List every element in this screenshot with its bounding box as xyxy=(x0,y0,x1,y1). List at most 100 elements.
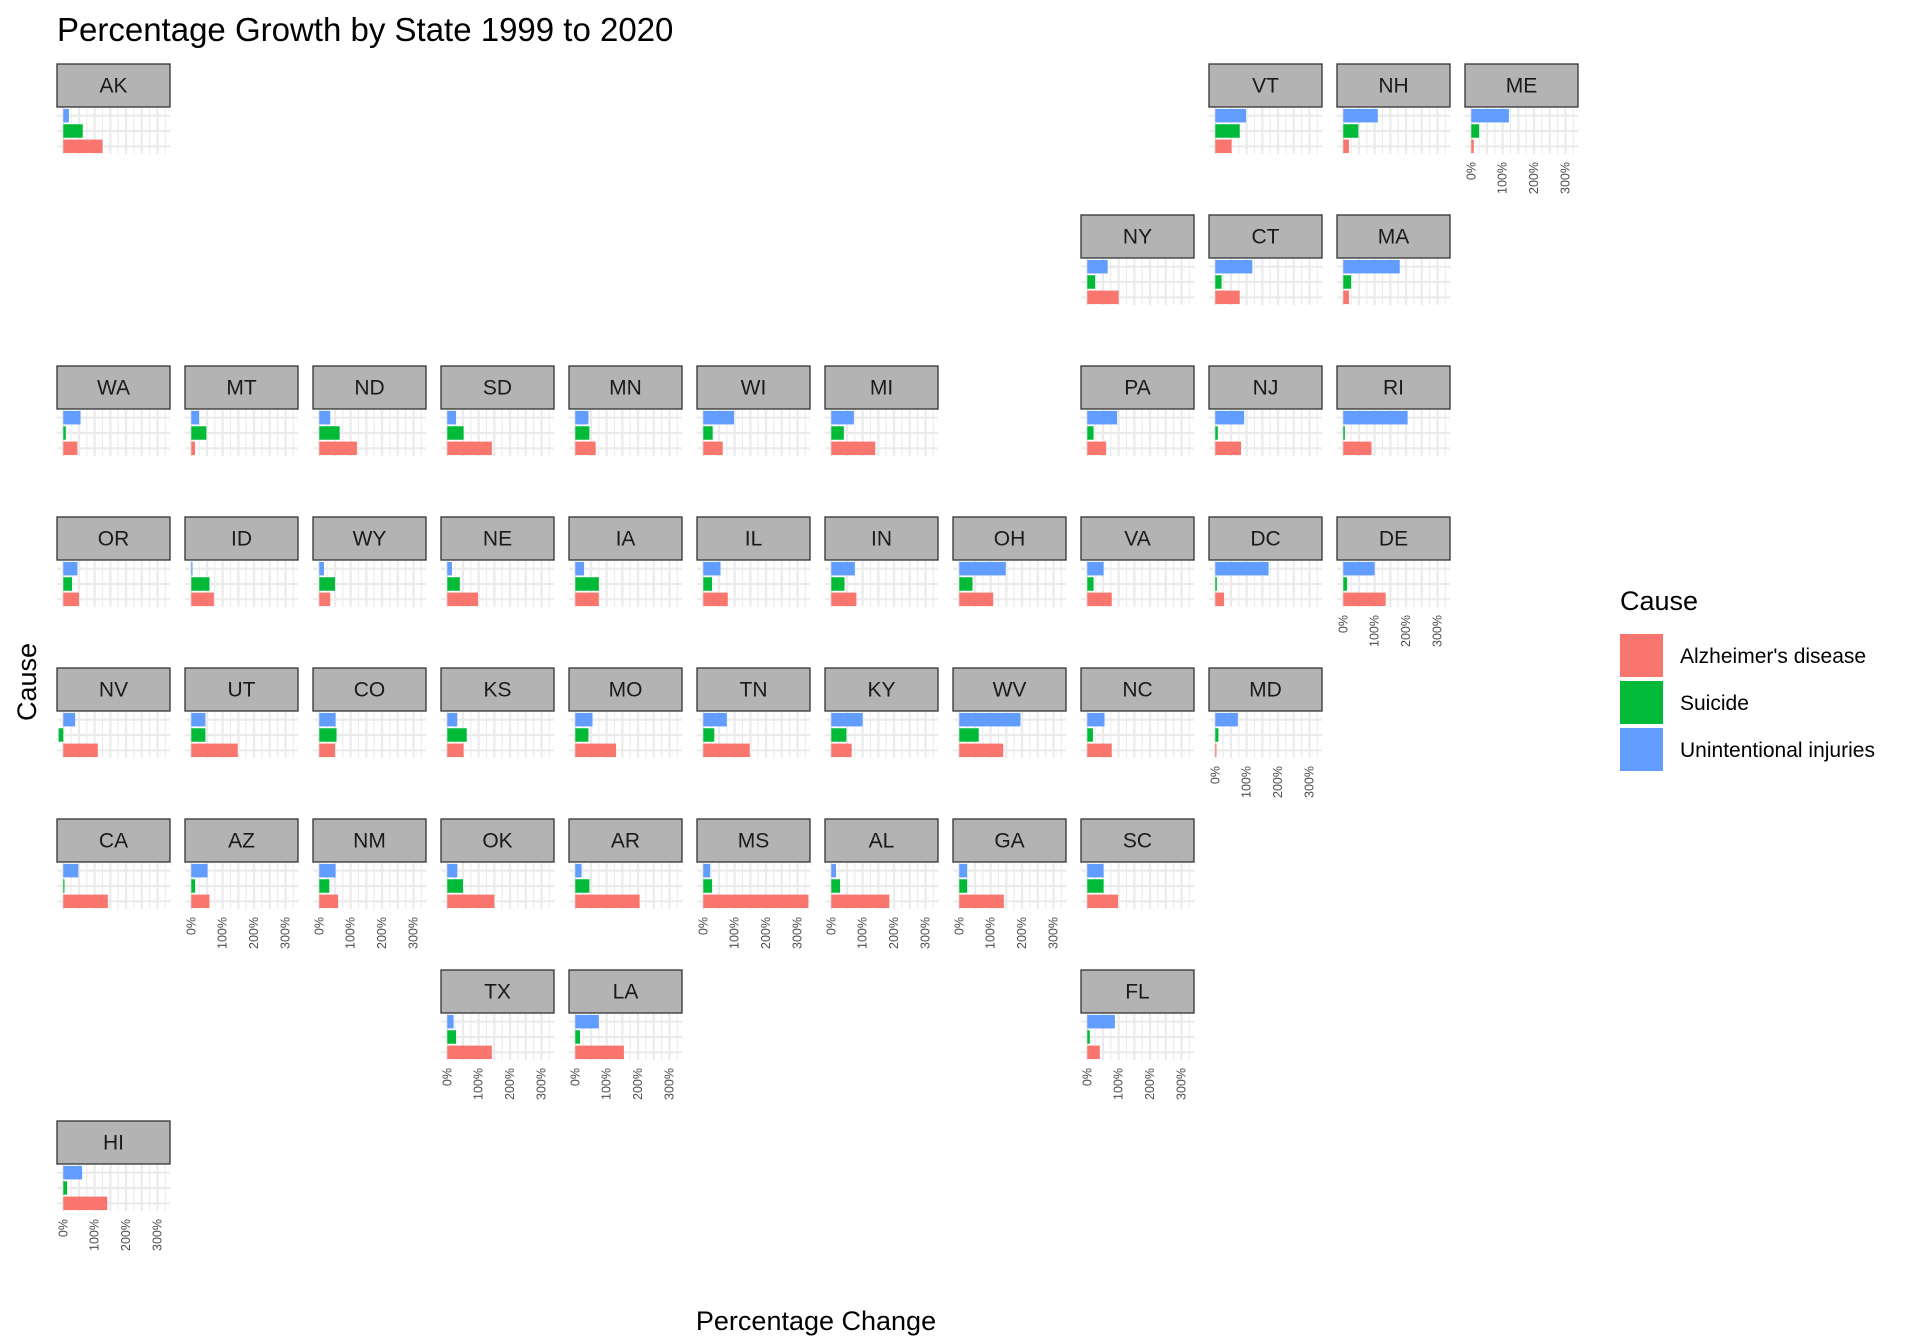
strip-fl xyxy=(1080,969,1195,1014)
bar-suicide xyxy=(1343,577,1348,591)
panel-ma: MA xyxy=(1336,214,1451,305)
bar-alzheimer-s-disease xyxy=(1087,441,1107,456)
panel-id: ID xyxy=(184,516,299,607)
legend: Cause Alzheimer's disease Suicide Unintent… xyxy=(1620,586,1875,771)
panel-wy: WY xyxy=(312,516,427,607)
bar-suicide xyxy=(1471,124,1480,138)
bar-alzheimer-s-disease xyxy=(1087,290,1119,305)
strip-ny xyxy=(1080,214,1195,259)
bar-alzheimer-s-disease xyxy=(319,894,339,909)
bar-unintentional-injuries xyxy=(1215,561,1269,576)
x-tick-label: 0% xyxy=(952,917,966,935)
panel-nj: NJ xyxy=(1208,365,1323,456)
bar-suicide xyxy=(63,426,66,440)
strip-label: MS xyxy=(738,830,770,853)
bar-unintentional-injuries xyxy=(1087,561,1104,576)
bar-suicide xyxy=(1087,879,1104,893)
strip-label: SD xyxy=(483,377,512,400)
bar-unintentional-injuries xyxy=(63,863,79,878)
strip-ne xyxy=(440,516,555,561)
strip-label: CT xyxy=(1252,226,1280,249)
bar-suicide xyxy=(191,577,210,591)
strip-md xyxy=(1208,667,1323,712)
strip-ga xyxy=(952,818,1067,863)
strip-ia xyxy=(568,516,683,561)
bar-suicide xyxy=(319,879,330,893)
x-tick-label: 300% xyxy=(150,1219,164,1251)
strip-vt xyxy=(1208,63,1323,108)
bar-alzheimer-s-disease xyxy=(191,743,238,758)
bar-unintentional-injuries xyxy=(959,561,1006,576)
bar-alzheimer-s-disease xyxy=(1087,1045,1100,1060)
bar-alzheimer-s-disease xyxy=(831,592,857,607)
bar-unintentional-injuries xyxy=(703,410,735,425)
x-tick-label: 200% xyxy=(247,917,261,949)
bar-suicide xyxy=(63,1181,68,1195)
panel-nd: ND xyxy=(312,365,427,456)
panel-oh: OH xyxy=(952,516,1067,607)
strip-oh xyxy=(952,516,1067,561)
strip-label: AK xyxy=(99,75,127,98)
bar-suicide xyxy=(1215,275,1222,289)
x-tick-label: 100% xyxy=(1368,615,1382,647)
strip-label: NY xyxy=(1123,226,1152,249)
bar-alzheimer-s-disease xyxy=(191,592,214,607)
strip-label: VT xyxy=(1252,75,1279,98)
bar-alzheimer-s-disease xyxy=(703,894,809,909)
strip-sd xyxy=(440,365,555,410)
x-tick-label: 200% xyxy=(887,917,901,949)
panel-co: CO xyxy=(312,667,427,758)
panel-tx: TX 0% 100% 200% 300% xyxy=(440,969,555,1100)
x-tick-label: 200% xyxy=(1015,917,1029,949)
bar-suicide xyxy=(1087,426,1094,440)
strip-id xyxy=(184,516,299,561)
panel-me: ME 0% 100% 200% 300% xyxy=(1464,63,1579,194)
panel-az: AZ 0% 100% 200% 300% xyxy=(184,818,299,949)
x-tick-label: 100% xyxy=(1496,162,1510,194)
strip-label: AZ xyxy=(228,830,255,853)
bar-alzheimer-s-disease xyxy=(63,139,103,154)
x-tick-label: 300% xyxy=(918,917,932,949)
strip-nv xyxy=(56,667,171,712)
bar-suicide xyxy=(1087,577,1094,591)
bar-suicide xyxy=(191,728,206,742)
strip-de xyxy=(1336,516,1451,561)
bar-suicide xyxy=(831,879,841,893)
bar-unintentional-injuries xyxy=(575,561,585,576)
panel-hi: HI 0% 100% 200% 300% xyxy=(56,1120,171,1251)
bar-unintentional-injuries xyxy=(191,863,208,878)
bar-suicide xyxy=(191,426,207,440)
bar-alzheimer-s-disease xyxy=(447,743,464,758)
strip-label: NC xyxy=(1122,679,1152,702)
strip-label: WV xyxy=(993,679,1027,702)
panel-vt: VT xyxy=(1208,63,1323,154)
x-tick-label: 100% xyxy=(472,1068,486,1100)
bar-unintentional-injuries xyxy=(1471,108,1509,123)
bar-suicide xyxy=(447,577,460,591)
x-tick-label: 200% xyxy=(1527,162,1541,194)
bar-alzheimer-s-disease xyxy=(1471,139,1474,154)
strip-label: CO xyxy=(354,679,386,702)
bar-suicide xyxy=(447,426,464,440)
bar-alzheimer-s-disease xyxy=(63,592,79,607)
bar-alzheimer-s-disease xyxy=(1087,743,1112,758)
bar-unintentional-injuries xyxy=(447,712,458,727)
strip-pa xyxy=(1080,365,1195,410)
bar-alzheimer-s-disease xyxy=(959,592,994,607)
bar-suicide xyxy=(319,577,335,591)
strip-mi xyxy=(824,365,939,410)
bar-suicide xyxy=(191,879,196,893)
bar-suicide xyxy=(575,426,590,440)
legend-label: Unintentional injuries xyxy=(1680,739,1875,762)
bar-unintentional-injuries xyxy=(831,410,854,425)
bar-suicide xyxy=(959,879,968,893)
bar-alzheimer-s-disease xyxy=(959,894,1004,909)
x-tick-label: 0% xyxy=(1080,1068,1094,1086)
strip-label: MD xyxy=(1249,679,1282,702)
bar-unintentional-injuries xyxy=(319,712,336,727)
bar-unintentional-injuries xyxy=(575,1014,599,1029)
strip-label: CA xyxy=(99,830,128,853)
bar-unintentional-injuries xyxy=(831,561,855,576)
bar-unintentional-injuries xyxy=(831,863,836,878)
